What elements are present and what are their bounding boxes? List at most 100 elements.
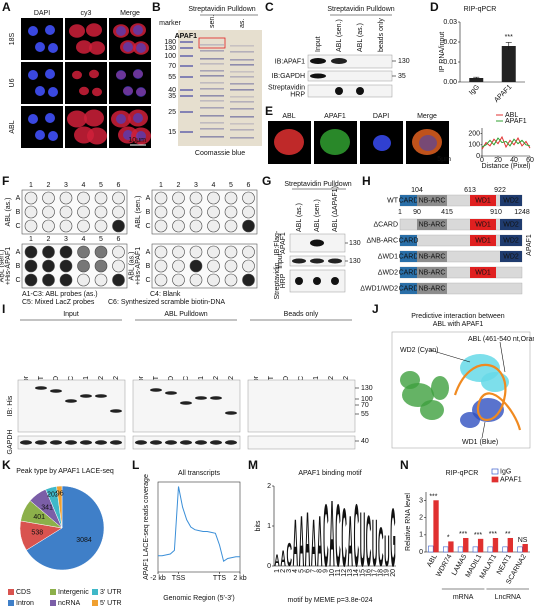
blot-well	[94, 205, 108, 219]
group-title: ABL Pulldown	[164, 311, 207, 318]
lane-band	[200, 107, 224, 109]
scale-label: 10μm	[128, 137, 146, 144]
legend-label: Intergenic	[58, 589, 89, 596]
band	[135, 440, 147, 445]
blot-well	[77, 205, 90, 219]
cell-signal	[76, 40, 92, 54]
blot-well	[24, 191, 38, 205]
band	[110, 440, 122, 445]
lane-band	[200, 82, 224, 84]
column-label: 5	[99, 182, 103, 189]
band	[150, 388, 162, 392]
group-label: mRNA	[453, 594, 474, 601]
nucleus	[123, 86, 133, 96]
micrograph	[65, 62, 107, 104]
row-label: B	[16, 209, 21, 216]
nucleus	[136, 131, 146, 141]
domain	[500, 251, 522, 262]
profile-line	[481, 137, 531, 148]
blot	[247, 379, 356, 433]
row-label: GAPDH	[7, 430, 14, 455]
row-label: B	[146, 209, 151, 216]
panel-label: I	[2, 302, 5, 316]
x-tick-label: 16	[365, 569, 372, 577]
panel-label: D	[430, 0, 439, 14]
domain	[400, 251, 417, 262]
blot-well	[242, 273, 255, 287]
blot-well	[189, 191, 203, 205]
row-label: IB: His	[7, 395, 14, 416]
bar	[469, 78, 484, 82]
construct-label: ΔCARD	[373, 221, 398, 228]
blot-title: Streptavidin Pulldown	[284, 181, 351, 188]
blot-well	[94, 191, 108, 205]
band	[80, 394, 92, 398]
lane-band	[200, 63, 224, 65]
bar	[492, 537, 499, 553]
construct-label: ΔNB-ARC	[366, 237, 398, 244]
gel-caption: Coomassie blue	[195, 150, 245, 157]
dot	[313, 277, 321, 285]
dot	[356, 87, 364, 95]
legend-swatch	[491, 468, 499, 475]
blot-well	[77, 219, 90, 233]
blot-label: +His-APAF1	[5, 247, 12, 285]
significance: NS	[518, 537, 528, 544]
note: C5: Mixed LacZ probes	[22, 299, 95, 306]
domain-label: NB-ARC	[419, 285, 446, 292]
significance: ***	[505, 34, 513, 41]
domain-label: WD1	[475, 237, 491, 244]
column-label: 5	[99, 236, 103, 243]
gel-title: Streptavidin Pulldown	[188, 6, 255, 13]
nucleus	[419, 135, 437, 151]
x-tick-label: 9	[323, 569, 330, 573]
significance: ***	[459, 531, 467, 538]
logo-letter: C	[335, 486, 341, 585]
position-label: 910	[490, 209, 502, 216]
panel-label: F	[2, 174, 9, 188]
cell-signal	[69, 24, 85, 38]
micrograph	[21, 18, 63, 60]
cell-signal	[84, 109, 104, 127]
bar	[507, 537, 514, 553]
column-label: 4	[82, 182, 86, 189]
blot-well	[189, 273, 203, 287]
legend-swatch	[8, 589, 14, 595]
column-label: 1	[29, 182, 33, 189]
construct-label: ΔWD1	[378, 253, 398, 260]
lane-band	[230, 76, 254, 78]
blot-well	[94, 245, 108, 259]
position-label: 1248	[514, 209, 530, 216]
marker-label: 25	[168, 109, 176, 116]
bar	[428, 545, 434, 553]
nucleus	[373, 135, 391, 151]
domain-label: NB-ARC	[419, 221, 446, 228]
cell-signal	[89, 41, 105, 55]
logo-letter: C	[341, 491, 347, 584]
blot	[307, 54, 393, 69]
chart-title: Peak type by APAF1 LACE-seq	[16, 468, 114, 475]
chart-title: All transcripts	[178, 470, 221, 477]
blot-well	[154, 191, 168, 205]
row-label: A	[146, 249, 151, 256]
marker-label: 130	[349, 258, 361, 265]
marker-label: 40	[168, 87, 176, 94]
note: C6: Synthesized scramble biotin-DNA	[108, 299, 225, 306]
x-tick-label: 15	[359, 569, 366, 577]
lane-band	[200, 115, 224, 117]
row-label: ABL	[9, 120, 16, 133]
panel-label: K	[2, 458, 11, 472]
domain	[470, 195, 496, 206]
nucleus	[48, 131, 58, 141]
blot-well	[59, 205, 73, 219]
lane-band	[200, 44, 224, 46]
marker-label: 130	[164, 45, 176, 52]
channel-label: ABL	[282, 113, 295, 120]
bar	[442, 546, 449, 553]
row-label: IB:APAF1	[275, 58, 305, 65]
domain	[417, 251, 447, 262]
x-tick-label: 13	[347, 569, 354, 577]
y-tick-label: 0.00	[443, 79, 457, 86]
blot-well	[207, 259, 220, 273]
